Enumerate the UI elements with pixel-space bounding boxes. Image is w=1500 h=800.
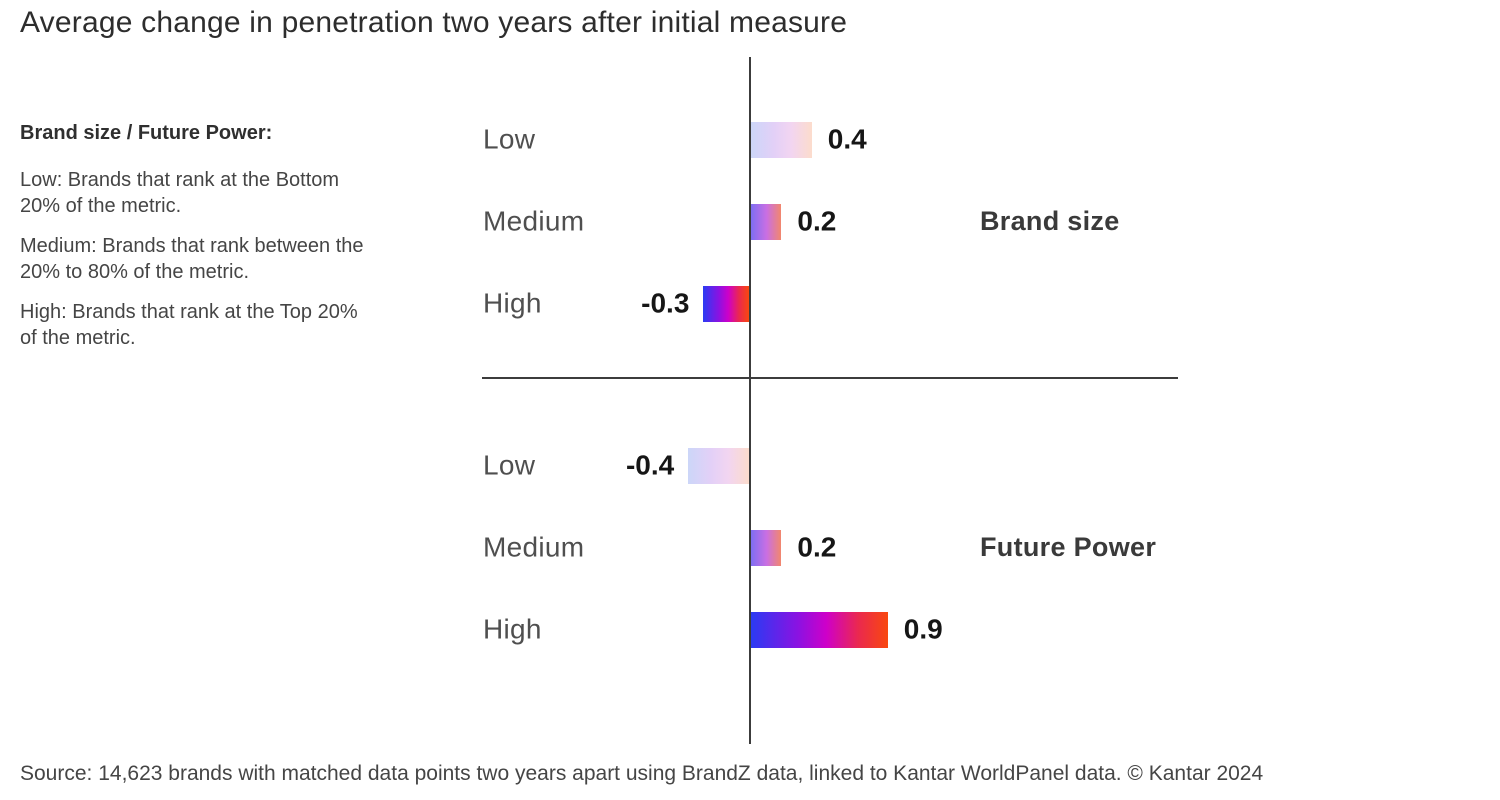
legend-item-line: High: Brands that rank at the Top 20% bbox=[20, 301, 358, 323]
value-label: 0.2 bbox=[797, 205, 837, 237]
source-note: Source: 14,623 brands with matched data … bbox=[20, 762, 1264, 785]
bar-medium bbox=[751, 204, 782, 240]
bar-high bbox=[751, 612, 888, 648]
value-label: -0.4 bbox=[625, 449, 675, 481]
legend-item: High: Brands that rank at the Top 20% of … bbox=[20, 299, 440, 351]
legend-item: Medium: Brands that rank between the 20% … bbox=[20, 233, 440, 285]
category-label: Low bbox=[483, 449, 536, 481]
category-label: Medium bbox=[483, 531, 585, 563]
legend-item-line: of the metric. bbox=[20, 327, 136, 349]
legend-heading: Brand size / Future Power: bbox=[20, 122, 273, 144]
legend-item: Low: Brands that rank at the Bottom 20% o… bbox=[20, 167, 440, 219]
legend-items: Low: Brands that rank at the Bottom 20% o… bbox=[20, 167, 440, 351]
bar-low bbox=[751, 122, 812, 158]
legend-panel: Brand size / Future Power: Low: Brands t… bbox=[20, 122, 440, 365]
bar-high bbox=[703, 286, 749, 322]
bar-medium bbox=[751, 530, 782, 566]
group-label: Brand size bbox=[980, 205, 1120, 236]
legend-item-line: Low: Brands that rank at the Bottom bbox=[20, 169, 340, 191]
category-label: High bbox=[483, 287, 542, 319]
value-label: -0.3 bbox=[641, 287, 690, 319]
zero-axis-line bbox=[749, 57, 751, 744]
bar-low bbox=[688, 448, 749, 484]
legend-item-line: 20% of the metric. bbox=[20, 195, 182, 217]
category-label: Low bbox=[483, 123, 536, 155]
category-label: High bbox=[483, 613, 542, 645]
legend-item-line: Medium: Brands that rank between the bbox=[20, 235, 364, 257]
category-label: Medium bbox=[483, 205, 585, 237]
legend-item-line: 20% to 80% of the metric. bbox=[20, 261, 250, 283]
value-label: 0.9 bbox=[903, 613, 943, 645]
group-divider-line bbox=[482, 377, 1178, 379]
value-label: 0.2 bbox=[797, 531, 837, 563]
page-title: Average change in penetration two years … bbox=[20, 6, 848, 39]
value-label: 0.4 bbox=[827, 123, 867, 155]
group-label: Future Power bbox=[980, 531, 1157, 562]
